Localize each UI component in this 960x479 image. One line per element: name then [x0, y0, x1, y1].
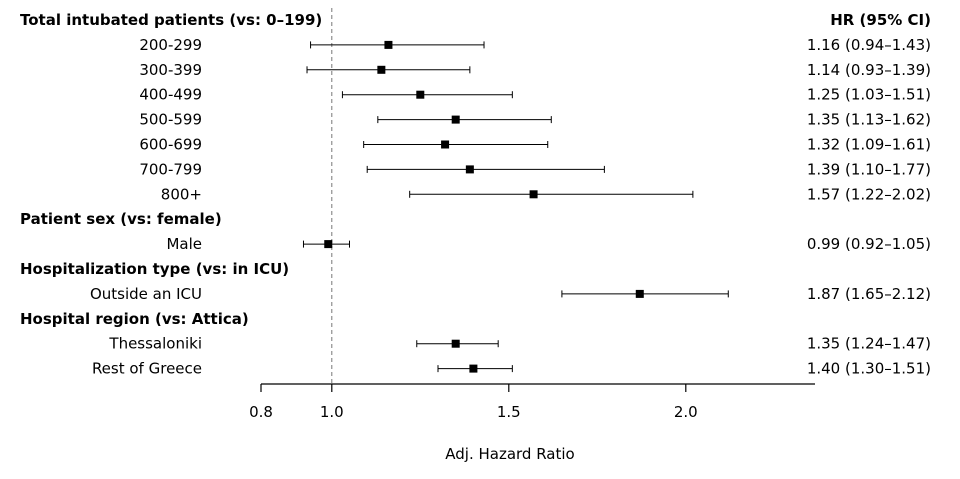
hr-point [635, 289, 644, 298]
rows-layer: Total intubated patients (vs: 0–199) 200-… [20, 11, 931, 378]
hr-point [465, 165, 474, 174]
hr-point [451, 339, 460, 348]
row-label: 700-799 [139, 160, 202, 178]
row-label: Thessaloniki [108, 335, 202, 353]
hr-point [324, 240, 333, 249]
hr-point [469, 364, 478, 373]
x-tick-label: 1.5 [497, 403, 521, 421]
hr-point [377, 65, 386, 74]
hr-ci-text: 1.57 (1.22–2.02) [807, 185, 931, 203]
hr-ci-text: 1.87 (1.65–2.12) [807, 285, 931, 303]
group-heading: Total intubated patients (vs: 0–199) [20, 11, 322, 29]
marks-layer [302, 40, 729, 373]
row-label: 500-599 [139, 111, 202, 129]
hr-ci-text: 0.99 (0.92–1.05) [807, 235, 931, 253]
x-axis: 0.8 1.0 1.5 2.0 [249, 383, 815, 421]
group-heading: Hospitalization type (vs: in ICU) [20, 260, 289, 278]
group-heading: Patient sex (vs: female) [20, 210, 222, 228]
hr-point [384, 40, 393, 49]
hr-ci-text: 1.39 (1.10–1.77) [807, 160, 931, 178]
row-label: Outside an ICU [90, 285, 202, 303]
hr-ci-text: 1.25 (1.03–1.51) [807, 86, 931, 104]
group-heading: Hospital region (vs: Attica) [20, 310, 249, 328]
x-tick-label: 2.0 [674, 403, 698, 421]
hr-point [416, 90, 425, 99]
x-axis-title: Adj. Hazard Ratio [445, 445, 574, 463]
hr-ci-text: 1.16 (0.94–1.43) [807, 36, 931, 54]
hr-point [529, 190, 538, 199]
row-label: Rest of Greece [92, 360, 202, 378]
hr-ci-text: 1.32 (1.09–1.61) [807, 136, 931, 154]
row-label: 300-399 [139, 61, 202, 79]
hr-point [441, 140, 450, 149]
hr-ci-text: 1.35 (1.13–1.62) [807, 111, 931, 129]
hr-ci-text: 1.40 (1.30–1.51) [807, 360, 931, 378]
hr-column-header: HR (95% CI) [830, 11, 931, 29]
hr-ci-text: 1.35 (1.24–1.47) [807, 335, 931, 353]
row-label: 200-299 [139, 36, 202, 54]
row-label: Male [166, 235, 202, 253]
hr-point [451, 115, 460, 124]
x-tick-label: 0.8 [249, 403, 273, 421]
hr-ci-text: 1.14 (0.93–1.39) [807, 61, 931, 79]
row-label: 800+ [161, 185, 202, 203]
x-tick-label: 1.0 [320, 403, 344, 421]
row-label: 400-499 [139, 86, 202, 104]
row-label: 600-699 [139, 136, 202, 154]
